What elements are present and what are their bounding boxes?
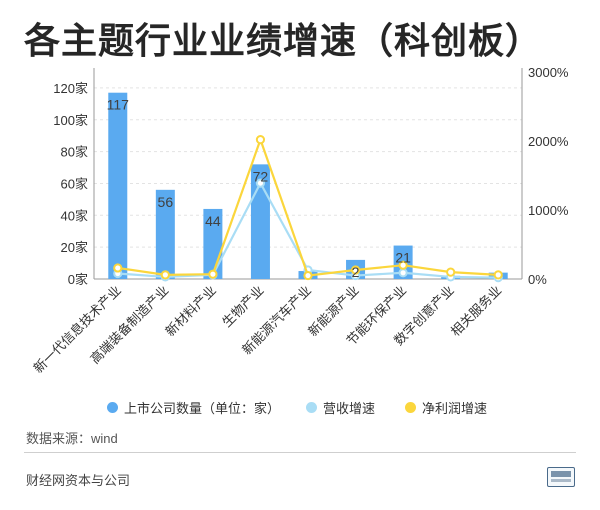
legend-profit-label: 净利润增速 (422, 401, 488, 416)
y-left-tick-label: 0家 (68, 272, 88, 287)
profit-point (208, 269, 218, 279)
y-left-tick-label: 100家 (53, 113, 88, 128)
bar-value-label: 21 (395, 250, 411, 266)
x-tick-label: 新一代信息技术产业 (31, 283, 124, 376)
bar (108, 92, 128, 279)
legend-revenue-marker-icon (306, 402, 317, 413)
legend-profit-marker-icon (405, 402, 416, 413)
y-right-tick-label: 3000% (528, 65, 569, 80)
brand-logo-icon (547, 467, 575, 487)
data-source: 数据来源：wind (26, 431, 118, 446)
legend-item-bar[interactable]: 上市公司数量（单位：家） (107, 398, 280, 417)
profit-point (398, 260, 408, 270)
revenue-line (117, 180, 499, 279)
footer-divider (24, 452, 576, 453)
x-tick-label: 新材料产业 (162, 283, 219, 340)
revenue-point (398, 268, 408, 278)
y-left-tick-label: 40家 (61, 208, 88, 223)
profit-point (113, 263, 123, 273)
legend-bar-label: 上市公司数量（单位：家） (124, 401, 281, 416)
y-left-tick-label: 80家 (61, 145, 88, 160)
revenue-point (255, 178, 266, 188)
x-tick-label: 相关服务业 (448, 283, 505, 340)
y-left-tick-label: 60家 (61, 176, 88, 191)
bar-value-label: 2 (352, 264, 360, 280)
chart-area: 0家 20家 40家 60家 80家 100家 120家 0% 1000% 2000% 3000% 1… (31, 65, 569, 376)
profit-point (493, 270, 503, 280)
y-right-tick-label: 2000% (528, 134, 569, 149)
legend-bar-marker-icon (107, 402, 118, 413)
x-tick-label: 生物产业 (219, 283, 266, 330)
y-left-tick-label: 120家 (53, 81, 88, 96)
legend-revenue-label: 营收增速 (323, 401, 376, 416)
bar-value-label: 56 (158, 194, 174, 210)
bar-value-label: 72 (253, 168, 269, 184)
y-left-tick-label: 20家 (61, 240, 88, 255)
profit-point (446, 267, 456, 277)
y-right-tick-label: 0% (528, 272, 547, 287)
profit-point (255, 135, 266, 145)
y-right-tick-label: 1000% (528, 203, 569, 218)
profit-point (303, 270, 313, 281)
profit-point (160, 270, 170, 280)
chart-title: 各主题行业业绩增速（科创板） (24, 20, 543, 61)
bar-value-label: 117 (107, 97, 130, 113)
bar-value-label: 44 (205, 213, 221, 229)
bar (155, 189, 175, 279)
profit-point (350, 265, 361, 275)
legend-item-profit[interactable]: 净利润增速 (405, 398, 487, 417)
footer-text: 财经网资本与公司 (26, 473, 131, 488)
profit-line (117, 136, 499, 277)
legend-item-revenue[interactable]: 营收增速 (306, 398, 375, 417)
